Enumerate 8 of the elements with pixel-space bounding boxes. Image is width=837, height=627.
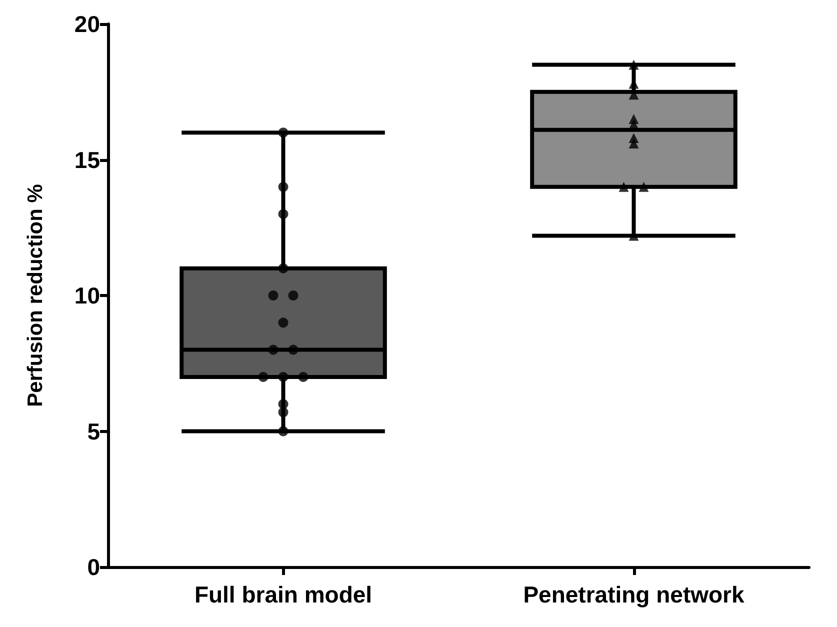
y-tick-label: 20 bbox=[74, 11, 100, 37]
y-tick-label: 15 bbox=[74, 146, 100, 173]
y-axis-title: Perfusion reduction % bbox=[24, 184, 47, 407]
y-tick-label: 10 bbox=[74, 282, 100, 308]
x-tick-label: Full brain model bbox=[194, 582, 372, 608]
x-tick-label: Penetrating network bbox=[523, 582, 744, 608]
y-tick-label: 0 bbox=[87, 554, 100, 580]
y-tick-label: 5 bbox=[87, 418, 100, 444]
